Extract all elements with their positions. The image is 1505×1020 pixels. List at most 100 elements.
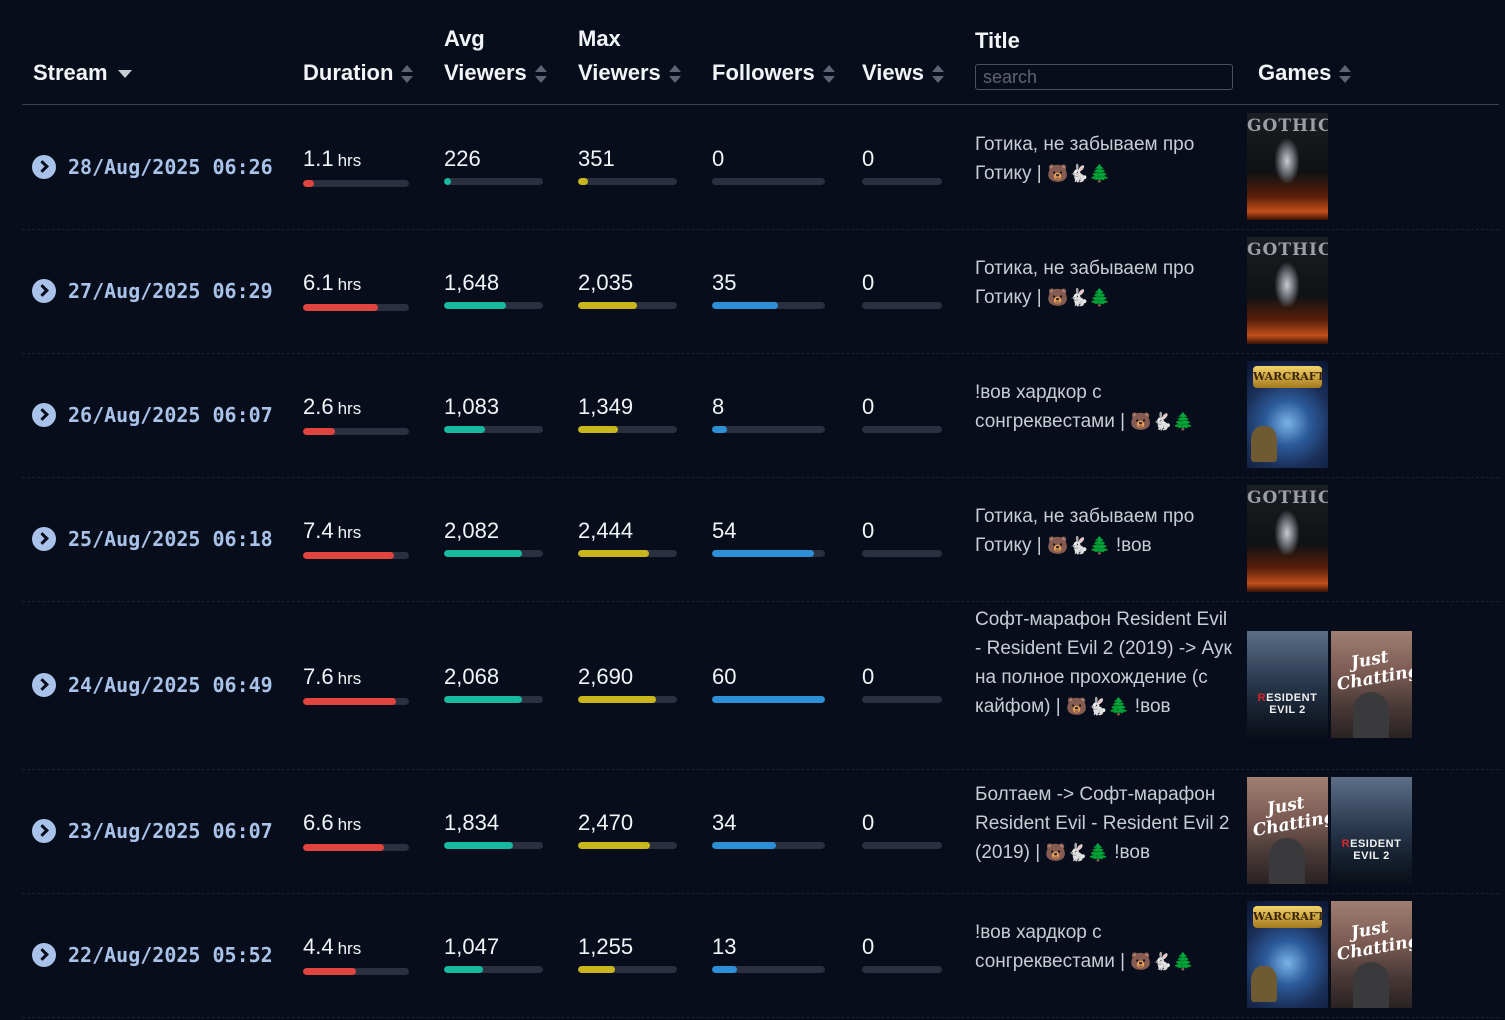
re2-logo-r: R bbox=[1257, 692, 1267, 704]
chevron-right-circle-icon[interactable] bbox=[32, 527, 56, 551]
header-avg-viewers-line2: Viewers bbox=[444, 60, 527, 85]
table-row: 24/Aug/2025 06:49 7.6 hrs 2,068 2,690 60 0 Софт… bbox=[22, 601, 1499, 770]
chevron-right-circle-icon[interactable] bbox=[32, 673, 56, 697]
stream-link[interactable]: 28/Aug/2025 06:26 bbox=[32, 155, 273, 179]
header-stream[interactable]: Stream bbox=[33, 56, 132, 90]
stream-date[interactable]: 23/Aug/2025 06:07 bbox=[68, 819, 273, 843]
max-viewers-cell: 2,035 bbox=[578, 270, 677, 309]
stream-date[interactable]: 26/Aug/2025 06:07 bbox=[68, 403, 273, 427]
duration-cell: 1.1 hrs bbox=[303, 146, 409, 187]
re2-cover[interactable]: RESIDENT EVIL 2 bbox=[1247, 631, 1328, 738]
stream-link[interactable]: 24/Aug/2025 06:49 bbox=[32, 673, 273, 697]
max-viewers-number: 1,255 bbox=[578, 934, 634, 959]
stream-title-text: Готика, не забываем про Готику | bbox=[975, 506, 1195, 556]
followers-cell: 34 bbox=[712, 810, 825, 849]
duration-cell: 6.1 hrs bbox=[303, 270, 409, 311]
chevron-right-circle-icon[interactable] bbox=[32, 155, 56, 179]
gothic-cover[interactable]: GOTHIC bbox=[1247, 485, 1328, 592]
duration-number: 7.4 bbox=[303, 518, 334, 543]
avg-viewers-value: 1,047 bbox=[444, 934, 543, 960]
header-followers[interactable]: Followers bbox=[712, 56, 835, 90]
header-views[interactable]: Views bbox=[862, 56, 944, 90]
wow-cover[interactable]: WARCRAFT bbox=[1247, 361, 1328, 468]
stream-date[interactable]: 25/Aug/2025 06:18 bbox=[68, 527, 273, 551]
max-viewers-value: 2,690 bbox=[578, 664, 677, 690]
stream-link[interactable]: 23/Aug/2025 06:07 bbox=[32, 819, 273, 843]
avg-viewers-value: 2,068 bbox=[444, 664, 543, 690]
views-number: 0 bbox=[862, 664, 875, 689]
duration-number: 6.6 bbox=[303, 810, 334, 835]
followers-number: 0 bbox=[712, 146, 725, 171]
header-title: Title bbox=[975, 28, 1020, 53]
gothic-cover[interactable]: GOTHIC bbox=[1247, 113, 1328, 220]
avg-viewers-value: 226 bbox=[444, 146, 543, 172]
wow-logo: WARCRAFT bbox=[1253, 906, 1325, 928]
just-chatting-cover[interactable]: Just Chatting bbox=[1247, 777, 1328, 884]
just-chatting-cover[interactable]: Just Chatting bbox=[1331, 631, 1412, 738]
avg-viewers-cell: 1,834 bbox=[444, 810, 543, 849]
re2-logo: RESIDENT EVIL 2 bbox=[1331, 838, 1412, 862]
duration-bar-fill bbox=[303, 968, 356, 975]
chevron-right-circle-icon[interactable] bbox=[32, 279, 56, 303]
avg-viewers-cell: 2,068 bbox=[444, 664, 543, 703]
max-viewers-bar bbox=[578, 550, 677, 557]
hours-unit: hrs bbox=[337, 275, 362, 294]
followers-value: 54 bbox=[712, 518, 825, 544]
stream-date[interactable]: 27/Aug/2025 06:29 bbox=[68, 279, 273, 303]
duration-bar bbox=[303, 304, 409, 311]
stream-link[interactable]: 22/Aug/2025 05:52 bbox=[32, 943, 273, 967]
duration-bar bbox=[303, 844, 409, 851]
stream-date[interactable]: 28/Aug/2025 06:26 bbox=[68, 155, 273, 179]
followers-bar-fill bbox=[712, 842, 777, 849]
stream-title: Болтаем -> Софт-марафон Resident Evil - … bbox=[975, 780, 1237, 868]
gothic-cover[interactable]: GOTHIC bbox=[1247, 237, 1328, 344]
title-emoji: 🐻🐇🌲 bbox=[1045, 842, 1109, 863]
max-viewers-cell: 2,690 bbox=[578, 664, 677, 703]
max-viewers-number: 2,444 bbox=[578, 518, 634, 543]
chevron-right-circle-icon[interactable] bbox=[32, 403, 56, 427]
header-max-viewers[interactable]: Max Viewers bbox=[578, 22, 681, 90]
avg-viewers-bar bbox=[444, 550, 543, 557]
stream-date[interactable]: 22/Aug/2025 05:52 bbox=[68, 943, 273, 967]
table-row: 26/Aug/2025 06:07 2.6 hrs 1,083 1,349 8 0 !вов … bbox=[22, 353, 1499, 478]
max-viewers-bar-fill bbox=[578, 178, 588, 185]
header-avg-viewers[interactable]: Avg Viewers bbox=[444, 22, 547, 90]
table-row: 28/Aug/2025 06:26 1.1 hrs 226 351 0 0 Готика, н… bbox=[22, 105, 1499, 230]
title-search-input[interactable] bbox=[975, 64, 1233, 90]
wow-figure bbox=[1251, 966, 1277, 1002]
stream-title-text: Готика, не забываем про Готику | bbox=[975, 258, 1195, 308]
followers-number: 8 bbox=[712, 394, 725, 419]
stream-link[interactable]: 27/Aug/2025 06:29 bbox=[32, 279, 273, 303]
chevron-right-circle-icon[interactable] bbox=[32, 943, 56, 967]
stream-link[interactable]: 25/Aug/2025 06:18 bbox=[32, 527, 273, 551]
gothic-logo: GOTHIC bbox=[1247, 240, 1328, 260]
views-value: 0 bbox=[862, 664, 942, 690]
title-emoji: 🐻🐇🌲 bbox=[1130, 412, 1194, 432]
max-viewers-value: 2,035 bbox=[578, 270, 677, 296]
header-games[interactable]: Games bbox=[1258, 56, 1352, 90]
avg-viewers-bar bbox=[444, 696, 543, 703]
avg-viewers-bar-fill bbox=[444, 302, 507, 309]
header-followers-label: Followers bbox=[712, 60, 815, 85]
wow-figure bbox=[1251, 426, 1277, 462]
re2-cover[interactable]: RESIDENT EVIL 2 bbox=[1331, 777, 1412, 884]
header-duration[interactable]: Duration bbox=[303, 56, 414, 90]
gothic-logo: GOTHIC bbox=[1247, 116, 1328, 136]
followers-bar bbox=[712, 842, 825, 849]
just-chatting-cover[interactable]: Just Chatting bbox=[1331, 901, 1412, 1008]
stream-date[interactable]: 24/Aug/2025 06:49 bbox=[68, 673, 273, 697]
stream-title-text: Болтаем -> Софт-марафон Resident Evil - … bbox=[975, 783, 1230, 863]
stream-link[interactable]: 26/Aug/2025 06:07 bbox=[32, 403, 273, 427]
games-cell: GOTHIC bbox=[1247, 113, 1328, 220]
just-chatting-logo: Just Chatting bbox=[1251, 793, 1328, 842]
streams-table: Stream Duration Avg Viewers Max Viewers … bbox=[22, 0, 1499, 1018]
stream-title-text: Готика, не забываем про Готику | bbox=[975, 134, 1195, 184]
max-viewers-cell: 1,255 bbox=[578, 934, 677, 973]
duration-bar bbox=[303, 968, 409, 975]
views-bar bbox=[862, 550, 942, 557]
table-row: 22/Aug/2025 05:52 4.4 hrs 1,047 1,255 13 0 !вов… bbox=[22, 893, 1499, 1018]
chevron-right-circle-icon[interactable] bbox=[32, 819, 56, 843]
title-emoji: 🐻🐇🌲 bbox=[1047, 536, 1111, 556]
wow-cover[interactable]: WARCRAFT bbox=[1247, 901, 1328, 1008]
re2-logo-rest: ESIDENT EVIL 2 bbox=[1350, 838, 1402, 862]
